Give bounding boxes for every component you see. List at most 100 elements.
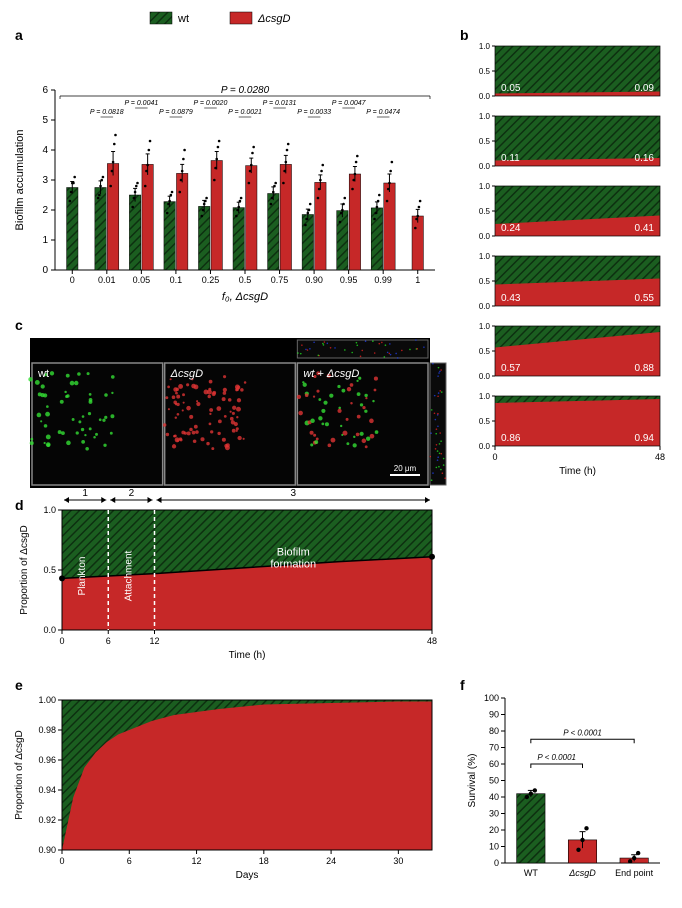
svg-text:1: 1 [42, 235, 48, 246]
svg-text:30: 30 [489, 809, 499, 819]
panel-b: 0.05 0.09 0.0 0.5 1.0 0.11 0.16 0.0 0.5 1.0 0.24 0.… [479, 42, 665, 477]
svg-text:0.43: 0.43 [501, 293, 521, 304]
svg-text:0.5: 0.5 [479, 67, 491, 76]
svg-text:Proportion of ΔcsgD: Proportion of ΔcsgD [14, 730, 25, 820]
svg-text:0.0: 0.0 [479, 92, 491, 101]
svg-text:0.88: 0.88 [635, 363, 655, 374]
svg-text:1.0: 1.0 [479, 42, 491, 51]
panel-b-label: b [460, 27, 469, 43]
svg-text:48: 48 [427, 636, 437, 646]
svg-text:ΔcsgD: ΔcsgD [170, 368, 203, 380]
svg-text:Days: Days [236, 870, 259, 881]
svg-text:ΔcsgD: ΔcsgD [568, 868, 596, 878]
svg-text:0.24: 0.24 [501, 223, 521, 234]
svg-text:0.5: 0.5 [479, 277, 491, 286]
svg-text:0: 0 [59, 636, 64, 646]
svg-text:0.99: 0.99 [374, 275, 392, 285]
svg-text:P = 0.0280: P = 0.0280 [221, 85, 270, 96]
svg-text:0.05: 0.05 [501, 83, 521, 94]
svg-text:6: 6 [127, 856, 132, 866]
svg-text:0.0: 0.0 [43, 625, 56, 635]
svg-text:Biofilm: Biofilm [277, 547, 310, 559]
svg-text:0.5: 0.5 [239, 275, 252, 285]
svg-text:P < 0.0001: P < 0.0001 [537, 753, 576, 762]
svg-text:1: 1 [415, 275, 420, 285]
panel-d-label: d [15, 497, 24, 513]
svg-text:1.0: 1.0 [479, 112, 491, 121]
svg-text:60: 60 [489, 759, 499, 769]
svg-text:2: 2 [42, 205, 48, 216]
svg-text:Time (h): Time (h) [559, 466, 596, 477]
svg-text:40: 40 [489, 792, 499, 802]
svg-text:P = 0.0131: P = 0.0131 [263, 100, 297, 107]
svg-text:0: 0 [492, 452, 497, 462]
svg-text:0.5: 0.5 [479, 137, 491, 146]
svg-text:3: 3 [290, 488, 296, 499]
svg-text:12: 12 [149, 636, 159, 646]
svg-text:0.05: 0.05 [133, 275, 151, 285]
svg-text:0.09: 0.09 [635, 83, 655, 94]
svg-text:0.25: 0.25 [202, 275, 220, 285]
svg-text:70: 70 [489, 743, 499, 753]
svg-text:1.0: 1.0 [479, 392, 491, 401]
svg-text:0.98: 0.98 [38, 725, 56, 735]
panel-a: 0123456Biofilm accumulationf₀, ΔcsgDP = … [14, 85, 435, 303]
svg-text:0.16: 0.16 [635, 153, 655, 164]
svg-text:formation: formation [270, 559, 316, 571]
svg-text:0.11: 0.11 [501, 153, 520, 164]
svg-text:0.5: 0.5 [479, 347, 491, 356]
svg-text:18: 18 [259, 856, 269, 866]
panel-f-label: f [460, 677, 465, 693]
svg-text:3: 3 [42, 175, 48, 186]
svg-text:0.01: 0.01 [98, 275, 116, 285]
svg-text:0.75: 0.75 [271, 275, 289, 285]
svg-text:0.94: 0.94 [635, 433, 655, 444]
svg-text:0.95: 0.95 [340, 275, 358, 285]
svg-text:0: 0 [70, 275, 75, 285]
svg-text:0.0: 0.0 [479, 302, 491, 311]
svg-text:1.0: 1.0 [479, 252, 491, 261]
svg-text:1.0: 1.0 [479, 322, 491, 331]
svg-text:0.57: 0.57 [501, 363, 521, 374]
legend-csgd-label: ΔcsgD [257, 13, 290, 25]
svg-text:0.55: 0.55 [635, 293, 655, 304]
svg-text:10: 10 [489, 842, 499, 852]
svg-text:P = 0.0021: P = 0.0021 [228, 109, 262, 116]
svg-text:0.86: 0.86 [501, 433, 521, 444]
svg-text:WT: WT [524, 868, 538, 878]
svg-text:0.0: 0.0 [479, 162, 491, 171]
svg-text:P = 0.0020: P = 0.0020 [194, 100, 228, 107]
svg-text:0: 0 [494, 858, 499, 868]
panel-d: 12 3 Plankton Attachment Biofilmformation 0.0… [19, 488, 437, 661]
svg-text:6: 6 [42, 85, 48, 96]
svg-text:Time (h): Time (h) [229, 650, 266, 661]
svg-text:0: 0 [59, 856, 64, 866]
svg-text:1: 1 [82, 488, 88, 499]
svg-text:P = 0.0879: P = 0.0879 [159, 109, 193, 116]
legend: wt ΔcsgD [150, 12, 290, 25]
svg-text:End point: End point [615, 868, 654, 878]
svg-text:0.90: 0.90 [38, 845, 56, 855]
svg-text:0.0: 0.0 [479, 232, 491, 241]
svg-text:48: 48 [655, 452, 665, 462]
svg-text:1.0: 1.0 [479, 182, 491, 191]
svg-text:wt: wt [37, 368, 49, 380]
svg-text:0.1: 0.1 [170, 275, 183, 285]
panel-c: wtΔcsgDwt + ΔcsgD20 μm [28, 338, 446, 488]
legend-wt-label: wt [177, 13, 189, 25]
svg-text:5: 5 [42, 115, 48, 126]
svg-text:0.0: 0.0 [479, 442, 491, 451]
svg-text:0.5: 0.5 [479, 417, 491, 426]
svg-text:0.5: 0.5 [479, 207, 491, 216]
svg-text:4: 4 [42, 145, 48, 156]
svg-text:50: 50 [489, 776, 499, 786]
svg-text:80: 80 [489, 726, 499, 736]
svg-text:P = 0.0474: P = 0.0474 [366, 109, 400, 116]
panel-a-label: a [15, 27, 23, 43]
svg-text:Attachment: Attachment [123, 550, 134, 601]
svg-text:0: 0 [42, 265, 48, 276]
svg-text:Plankton: Plankton [77, 557, 88, 596]
panel-e-label: e [15, 677, 23, 693]
svg-text:0.94: 0.94 [38, 785, 56, 795]
svg-text:24: 24 [326, 856, 336, 866]
